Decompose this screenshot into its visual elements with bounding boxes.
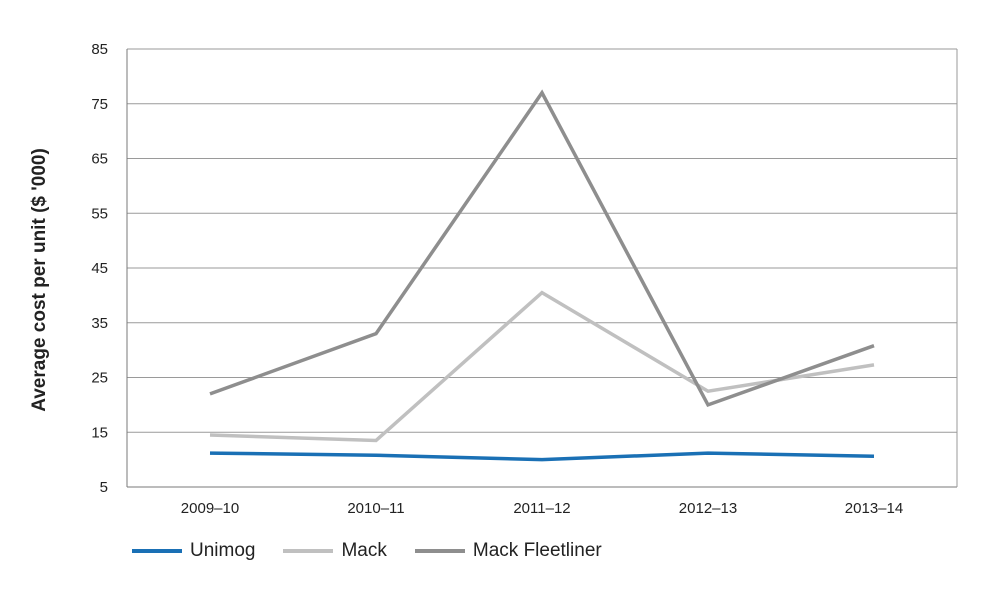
series-line-mack-fleetliner bbox=[209, 89, 875, 408]
y-tick-label: 35 bbox=[91, 315, 108, 332]
x-tick-label: 2013–14 bbox=[845, 500, 903, 517]
legend-label-mack: Mack bbox=[341, 540, 387, 561]
y-tick-label: 55 bbox=[91, 205, 108, 222]
x-tick-label: 2009–10 bbox=[181, 500, 239, 517]
y-tick-label: 65 bbox=[91, 151, 108, 168]
y-tick-label: 85 bbox=[91, 41, 108, 58]
legend-item-mack-fleetliner: Mack Fleetliner bbox=[414, 540, 602, 562]
series-line-mack bbox=[209, 290, 875, 443]
legend-label-mack-fleetliner: Mack Fleetliner bbox=[472, 540, 602, 561]
y-tick-label: 25 bbox=[91, 370, 108, 387]
y-tick-label: 15 bbox=[91, 424, 108, 441]
y-tick-label: 75 bbox=[91, 96, 108, 113]
legend-swatch-mack bbox=[283, 549, 334, 553]
legend-swatch-unimog bbox=[132, 549, 182, 553]
series-line-unimog bbox=[209, 451, 875, 462]
legend-item-mack: Mack bbox=[283, 540, 387, 562]
x-tick-label: 2010–11 bbox=[347, 500, 404, 517]
legend-item-unimog: Unimog bbox=[132, 540, 255, 562]
x-tick-label: 2012–13 bbox=[679, 500, 737, 517]
legend-swatch-mack-fleetliner bbox=[414, 549, 465, 553]
chart-legend: Unimog Mack Mack Fleetliner bbox=[132, 540, 630, 562]
x-tick-label: 2011–12 bbox=[513, 500, 570, 517]
y-tick-label: 45 bbox=[91, 260, 108, 277]
legend-label-unimog: Unimog bbox=[190, 540, 256, 561]
y-tick-label: 5 bbox=[100, 479, 108, 496]
y-axis-label: Average cost per unit ($ '000) bbox=[29, 148, 50, 412]
